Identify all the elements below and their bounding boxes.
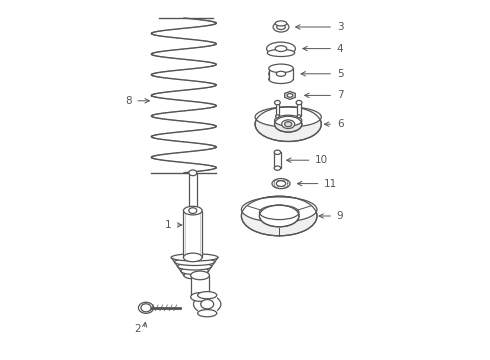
Ellipse shape — [174, 258, 215, 266]
Bar — [275, 103, 279, 116]
Ellipse shape — [177, 263, 212, 270]
Bar — [189, 173, 197, 211]
Ellipse shape — [189, 170, 197, 176]
Ellipse shape — [197, 292, 217, 299]
Ellipse shape — [171, 254, 218, 261]
Ellipse shape — [201, 300, 214, 309]
Ellipse shape — [242, 197, 317, 222]
Ellipse shape — [275, 46, 287, 51]
Ellipse shape — [191, 271, 209, 280]
Ellipse shape — [272, 179, 290, 189]
Ellipse shape — [274, 115, 302, 126]
Ellipse shape — [269, 75, 293, 84]
Ellipse shape — [268, 49, 294, 57]
Bar — [269, 68, 293, 79]
Ellipse shape — [194, 295, 221, 313]
Bar — [183, 211, 202, 257]
Ellipse shape — [269, 67, 293, 80]
Ellipse shape — [274, 150, 281, 154]
Text: 4: 4 — [337, 44, 343, 54]
Polygon shape — [171, 257, 218, 275]
Ellipse shape — [183, 206, 202, 215]
Bar — [297, 103, 301, 116]
Text: 1: 1 — [165, 220, 171, 230]
Text: 3: 3 — [337, 22, 343, 32]
Ellipse shape — [183, 253, 202, 262]
Ellipse shape — [282, 120, 294, 129]
Ellipse shape — [273, 22, 289, 32]
Ellipse shape — [269, 64, 293, 73]
Ellipse shape — [141, 304, 151, 312]
Ellipse shape — [184, 272, 205, 279]
Text: 5: 5 — [337, 69, 343, 79]
Text: 7: 7 — [337, 90, 343, 100]
Text: 6: 6 — [337, 119, 343, 129]
Ellipse shape — [277, 24, 285, 30]
Ellipse shape — [275, 115, 279, 118]
Ellipse shape — [197, 310, 217, 317]
Text: 2: 2 — [134, 324, 141, 334]
Bar — [197, 295, 217, 313]
Ellipse shape — [191, 293, 209, 301]
Ellipse shape — [276, 71, 286, 76]
Ellipse shape — [181, 267, 209, 274]
Ellipse shape — [275, 21, 287, 26]
Ellipse shape — [287, 94, 293, 97]
Text: 9: 9 — [337, 211, 343, 221]
Ellipse shape — [297, 115, 301, 118]
Ellipse shape — [285, 122, 292, 127]
Text: 10: 10 — [315, 155, 328, 165]
Polygon shape — [285, 91, 295, 99]
Ellipse shape — [242, 196, 317, 236]
Ellipse shape — [267, 42, 295, 55]
Ellipse shape — [296, 100, 302, 105]
Ellipse shape — [276, 181, 286, 186]
Ellipse shape — [259, 205, 299, 227]
Ellipse shape — [189, 208, 197, 213]
Bar — [274, 152, 281, 168]
Ellipse shape — [274, 116, 302, 132]
Text: 8: 8 — [125, 96, 132, 106]
Ellipse shape — [259, 205, 299, 220]
Bar — [191, 275, 209, 297]
Ellipse shape — [255, 107, 321, 127]
Ellipse shape — [274, 166, 281, 170]
Ellipse shape — [274, 100, 280, 105]
Text: 11: 11 — [324, 179, 338, 189]
Ellipse shape — [255, 107, 321, 141]
